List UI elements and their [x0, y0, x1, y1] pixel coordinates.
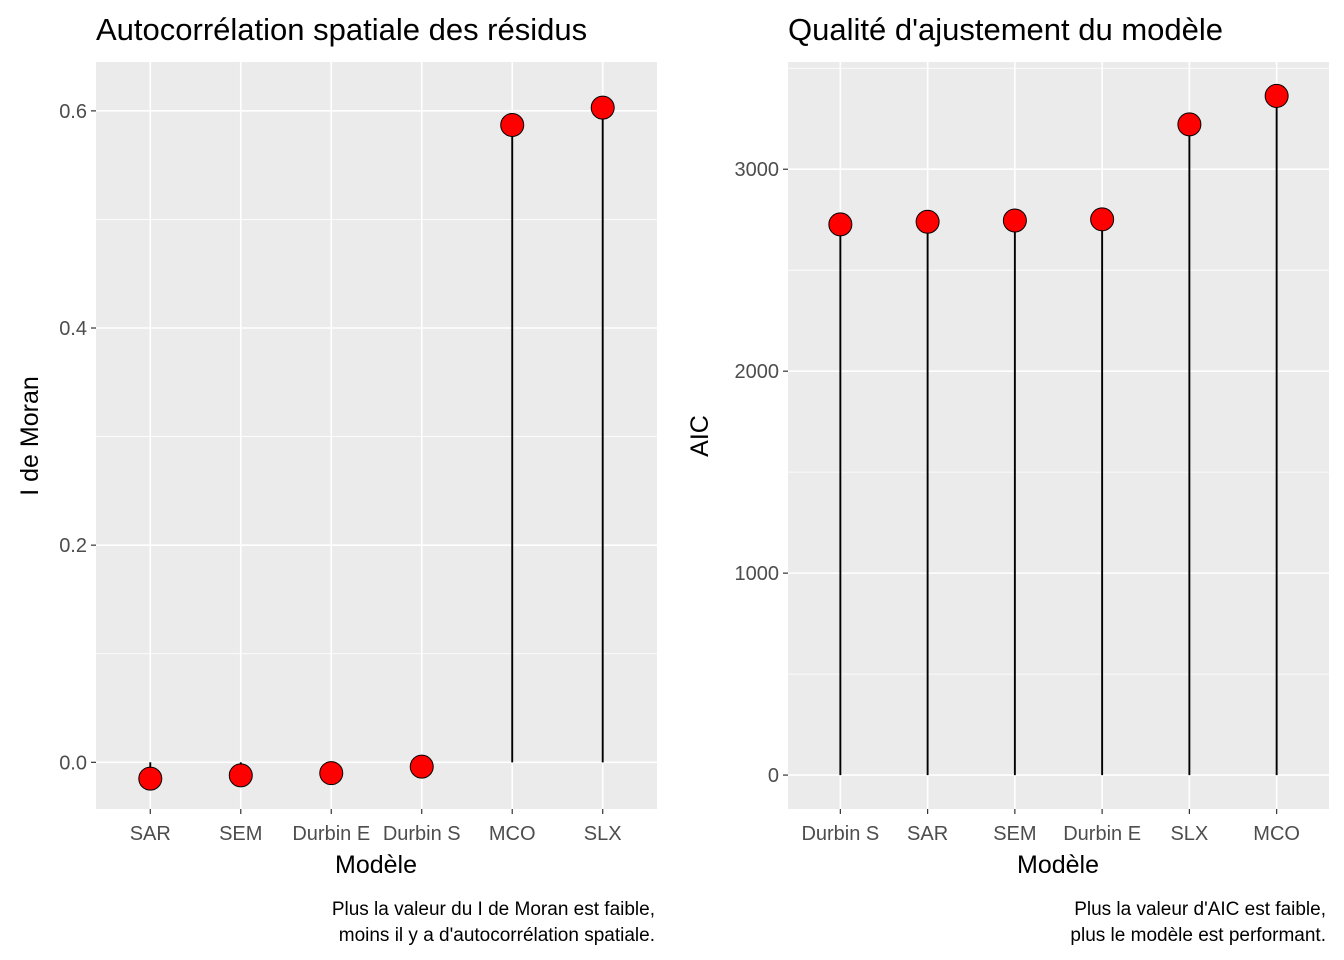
moran-y-tick-label: 0.0	[59, 752, 87, 774]
moran-point-4	[500, 112, 525, 137]
moran-x-tick-label: Durbin S	[383, 823, 461, 845]
moran-x-tick-label: SAR	[130, 823, 171, 845]
aic-caption-line-2: plus le modèle est performant.	[1070, 925, 1326, 946]
moran-y-tick-label: 0.2	[59, 535, 87, 557]
aic-x-tick-label: MCO	[1253, 823, 1300, 845]
aic-chart: Qualité d'ajustement du modèle 0 1000 2000…	[686, 12, 1329, 946]
moran-point-2	[319, 761, 344, 786]
moran-x-tick-label: SEM	[219, 823, 262, 845]
moran-plot-background	[96, 62, 657, 809]
aic-x-tick-label: SEM	[993, 823, 1036, 845]
moran-y-axis-title: I de Moran	[16, 376, 44, 496]
moran-point-0	[138, 766, 163, 791]
aic-y-axis-title: AIC	[686, 415, 714, 457]
aic-y-tick-label: 0	[768, 765, 779, 787]
moran-point-3	[409, 754, 434, 779]
moran-y-axis: 0.0 0.2 0.4 0.6	[59, 101, 96, 774]
moran-marks	[138, 95, 615, 791]
moran-chart-title: Autocorrélation spatiale des résidus	[96, 12, 587, 47]
moran-x-tick-label: MCO	[489, 823, 536, 845]
aic-y-tick-label: 1000	[735, 563, 780, 585]
moran-x-tick-label: SLX	[584, 823, 622, 845]
moran-y-tick-label: 0.4	[59, 318, 87, 340]
aic-marks	[828, 83, 1289, 776]
aic-x-tick-label: SLX	[1170, 823, 1208, 845]
moran-x-tick-label: Durbin E	[292, 823, 370, 845]
aic-plot-background	[788, 62, 1329, 809]
moran-point-5	[590, 95, 615, 120]
aic-point-2	[1002, 208, 1027, 233]
aic-point-1	[915, 209, 940, 234]
moran-x-axis-title: Modèle	[335, 851, 417, 879]
aic-point-0	[828, 212, 853, 237]
aic-point-4	[1177, 112, 1202, 137]
aic-chart-title: Qualité d'ajustement du modèle	[788, 12, 1223, 47]
aic-y-tick-label: 2000	[735, 361, 780, 383]
aic-y-tick-label: 3000	[735, 159, 780, 181]
aic-x-tick-label: Durbin S	[801, 823, 879, 845]
moran-x-axis: SAR SEM Durbin E Durbin S MCO SLX	[130, 809, 622, 845]
aic-x-tick-label: SAR	[907, 823, 948, 845]
moran-point-1	[228, 763, 253, 788]
aic-x-axis: Durbin S SAR SEM Durbin E SLX MCO	[801, 809, 1300, 845]
aic-point-5	[1264, 83, 1289, 108]
aic-x-tick-label: Durbin E	[1063, 823, 1141, 845]
aic-point-3	[1090, 207, 1115, 232]
moran-caption-line-2: moins il y a d'autocorrélation spatiale.	[339, 925, 655, 946]
moran-caption-line-1: Plus la valeur du I de Moran est faible,	[332, 899, 655, 920]
aic-x-axis-title: Modèle	[1017, 851, 1099, 879]
moran-y-tick-label: 0.6	[59, 101, 87, 123]
aic-caption-line-1: Plus la valeur d'AIC est faible,	[1074, 899, 1326, 920]
moran-chart: Autocorrélation spatiale des résidus 0.0…	[16, 12, 657, 946]
aic-y-axis: 0 1000 2000 3000	[735, 159, 788, 787]
